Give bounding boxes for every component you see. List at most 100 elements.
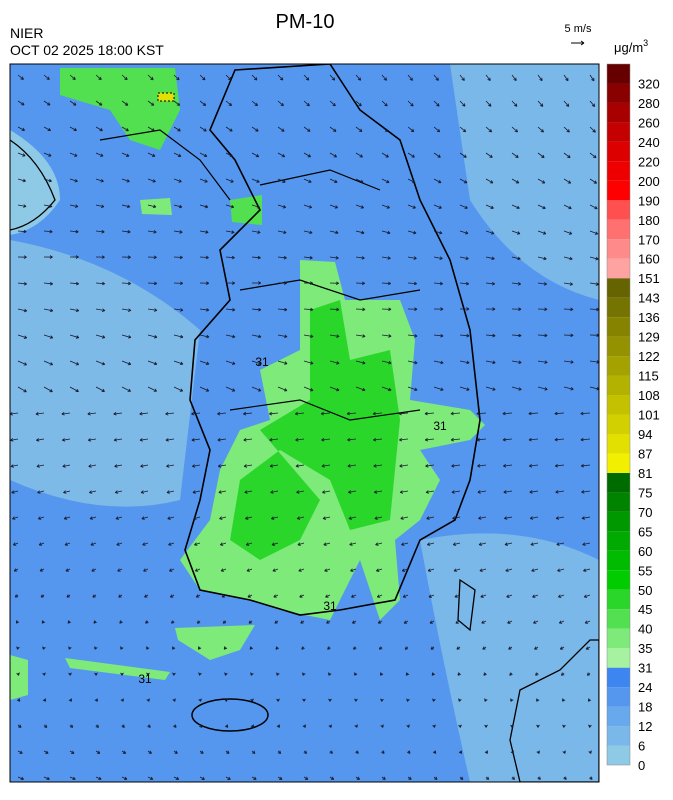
wind-arrow bbox=[431, 672, 436, 676]
wind-arrow bbox=[114, 464, 123, 468]
wind-arrow bbox=[458, 750, 463, 754]
wind-arrow bbox=[295, 438, 305, 442]
wind-arrow bbox=[43, 204, 53, 208]
wind-arrow bbox=[302, 724, 306, 728]
wind-arrow bbox=[329, 281, 340, 286]
wind-arrow bbox=[243, 464, 253, 468]
wind-arrow bbox=[17, 386, 27, 393]
wind-arrow bbox=[217, 411, 227, 416]
wind-arrow bbox=[43, 360, 54, 366]
wind-arrow bbox=[225, 750, 230, 754]
wind-arrow bbox=[167, 516, 175, 520]
wind-arrow bbox=[36, 464, 45, 468]
wind-arrow bbox=[251, 334, 262, 339]
wind-arrow bbox=[141, 516, 149, 520]
colorbar-label: 60 bbox=[638, 544, 652, 559]
wind-arrow bbox=[42, 672, 46, 676]
wind-arrow bbox=[69, 255, 79, 259]
wind-arrow bbox=[199, 230, 209, 234]
wind-arrow bbox=[199, 178, 208, 183]
colorbar-label: 108 bbox=[638, 388, 660, 403]
wind-arrow bbox=[328, 672, 332, 676]
wind-arrow bbox=[250, 698, 254, 702]
wind-arrow bbox=[17, 126, 26, 131]
wind-arrow bbox=[121, 255, 131, 259]
wind-arrow bbox=[381, 776, 386, 780]
wind-arrow bbox=[144, 594, 149, 598]
wind-arrow bbox=[303, 750, 308, 754]
colorbar-label: 160 bbox=[638, 252, 660, 267]
wind-arrow bbox=[147, 255, 157, 260]
wind-arrow bbox=[324, 568, 331, 572]
colorbar-box bbox=[607, 83, 630, 103]
wind-arrow bbox=[580, 463, 591, 468]
wind-arrow bbox=[325, 594, 331, 598]
wind-arrow bbox=[537, 256, 547, 261]
wind-arrow bbox=[529, 516, 539, 520]
wind-arrow bbox=[425, 490, 435, 494]
wind-arrow bbox=[121, 152, 130, 157]
wind-arrow bbox=[355, 152, 363, 158]
wind-arrow bbox=[459, 333, 470, 338]
wind-arrow bbox=[485, 74, 491, 81]
wind-arrow bbox=[563, 152, 571, 159]
wind-arrow bbox=[69, 776, 76, 781]
wind-arrow bbox=[484, 750, 488, 754]
wind-arrow bbox=[354, 672, 358, 676]
wind-arrow bbox=[95, 724, 100, 728]
wind-arrow bbox=[511, 776, 516, 780]
low-zone bbox=[10, 240, 200, 507]
wind-arrow bbox=[355, 178, 364, 184]
wind-arrow bbox=[37, 516, 45, 520]
wind-arrow bbox=[43, 229, 53, 234]
wind-arrow bbox=[224, 672, 228, 676]
colorbar-box bbox=[607, 64, 630, 84]
wind-arrow bbox=[584, 620, 591, 624]
colorbar-label: 320 bbox=[638, 76, 660, 91]
wind-arrow bbox=[225, 255, 235, 260]
wind-arrow bbox=[403, 620, 409, 624]
wind-arrow bbox=[43, 334, 54, 339]
wind-arrow bbox=[194, 542, 201, 546]
wind-arrow bbox=[302, 698, 306, 702]
wind-arrow bbox=[95, 776, 102, 780]
wind-arrow bbox=[250, 672, 254, 676]
wind-arrow bbox=[121, 334, 132, 339]
wind-arrow bbox=[425, 464, 435, 468]
wind-arrow bbox=[450, 437, 461, 442]
wind-arrow bbox=[217, 464, 227, 468]
wind-arrow bbox=[165, 438, 175, 442]
wind-arrow bbox=[381, 334, 392, 338]
wind-arrow bbox=[223, 646, 228, 650]
wind-arrow bbox=[407, 100, 414, 107]
wind-arrow bbox=[381, 100, 388, 107]
wind-arrow bbox=[563, 204, 572, 210]
wind-arrow bbox=[556, 542, 565, 546]
wind-arrow bbox=[301, 646, 305, 650]
wind-arrow bbox=[296, 490, 305, 494]
wind-arrow bbox=[537, 333, 548, 338]
wind-arrow bbox=[511, 100, 518, 107]
wind-arrow bbox=[275, 646, 279, 650]
wind-arrow bbox=[509, 672, 513, 676]
wind-arrow bbox=[537, 204, 546, 210]
colorbar-box bbox=[607, 317, 630, 337]
colorbar-box bbox=[607, 433, 630, 454]
wind-arrow bbox=[376, 594, 383, 598]
wind-arrow bbox=[428, 594, 435, 598]
wind-arrow bbox=[426, 516, 435, 520]
wind-arrow bbox=[146, 646, 150, 650]
wind-arrow bbox=[225, 281, 236, 285]
contour-label: 31 bbox=[138, 672, 152, 686]
wind-arrow bbox=[69, 386, 79, 393]
wind-arrow bbox=[511, 152, 519, 158]
wind-arrow bbox=[511, 360, 522, 364]
wind-arrow bbox=[173, 74, 180, 81]
wind-arrow bbox=[221, 594, 227, 598]
wind-arrow bbox=[41, 620, 46, 624]
wind-arrow bbox=[432, 698, 436, 702]
wind-arrow bbox=[192, 490, 201, 494]
wind-arrow bbox=[355, 360, 366, 365]
wind-arrow bbox=[225, 100, 233, 107]
colorbar-box bbox=[607, 219, 630, 240]
